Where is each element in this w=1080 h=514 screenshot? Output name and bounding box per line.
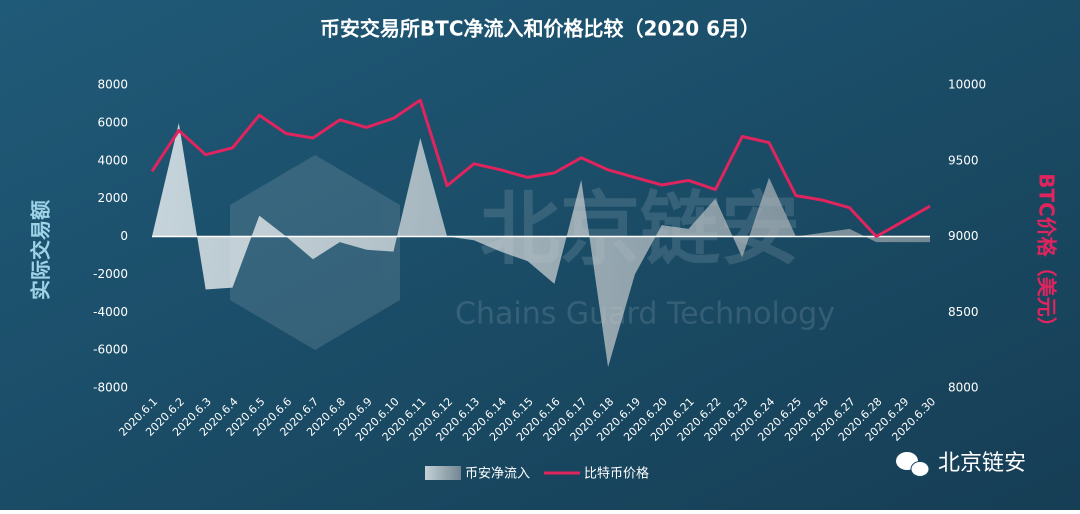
y-tick-label: 4000 [97,153,128,167]
y2-tick-label: 8000 [948,381,979,395]
brand-text: 北京链安 [938,451,1026,476]
y2-axis-label: BTC价格（美元） [1035,173,1059,337]
y-tick-label: 0 [120,229,128,243]
legend-label: 比特币价格 [584,466,649,482]
line [150,98,931,238]
y2-tick-label: 9000 [948,229,979,243]
y-tick-label: -2000 [93,267,128,281]
y-tick-label: -4000 [93,305,128,319]
y-axis-label: 实际交易额 [29,200,53,300]
watermark-subtitle: Chains Guard Technology [455,297,835,332]
y2-tick-label: 9500 [948,153,979,167]
y2-tick-label: 10000 [948,78,986,92]
y-tick-label: 6000 [97,115,128,129]
brand: 北京链安 [896,451,1026,477]
y-tick-label: -6000 [93,343,128,357]
y-tick-label: 2000 [97,191,128,205]
y-tick-label: 8000 [97,78,128,92]
y-tick-label: -8000 [93,381,128,395]
legend-label: 币安净流入 [465,467,530,482]
brand-icon [910,461,930,477]
area [152,122,930,368]
legend-swatch [425,466,461,480]
y2-tick-label: 8500 [948,305,979,319]
chart-title: 币安交易所BTC净流入和价格比较（2020 6月） [320,17,760,41]
